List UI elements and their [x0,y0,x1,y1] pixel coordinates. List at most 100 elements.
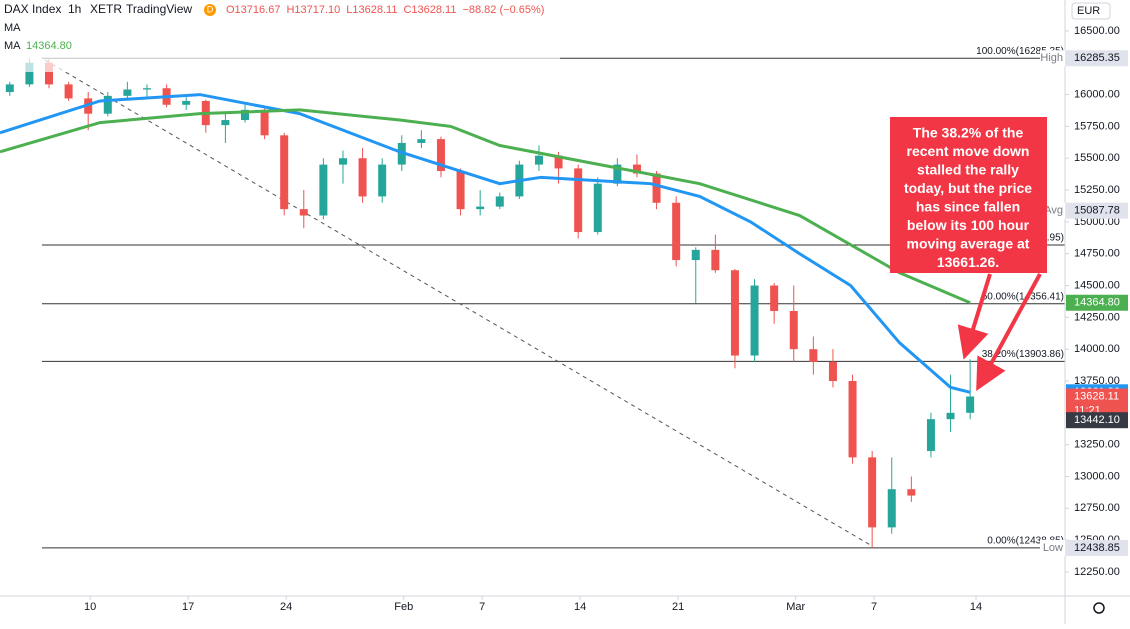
candle-body [44,62,53,85]
x-tick-label: Feb [394,601,413,613]
annotation: The 38.2% of the recent move down stalled … [904,125,1032,271]
candle-body [319,164,328,216]
price-label-box [1066,412,1128,429]
annotation-line: 13661.26. [937,254,999,270]
y-tick-label: 14000.00 [1074,343,1120,355]
ohlc-value: C13628.11 [403,4,456,16]
level-label: 0.00%(12438.85) [987,536,1064,547]
price-label-box [1066,202,1128,219]
y-tick-label: 13000.00 [1074,470,1120,482]
x-tick-label: 10 [84,601,96,613]
y-tick-label: 12250.00 [1074,566,1120,578]
candle-body [750,285,759,356]
moving-average [0,93,971,394]
candle-body [280,135,289,210]
candle-body [476,206,485,210]
ma-label: MA [4,22,21,34]
source: TradingView [126,2,192,16]
candle-body [456,170,465,210]
candle-body [809,349,818,362]
price-label: 13628.11 [1074,390,1119,402]
price-label: 15087.78 [1074,205,1120,217]
candle-body [789,310,798,350]
y-tick-label: 12750.00 [1074,502,1120,514]
candle-body [417,139,426,143]
candle-body [868,457,877,528]
x-tick-label: 7 [871,601,877,613]
legend-bg [0,0,560,72]
candle-body [691,249,700,261]
plot [0,58,975,548]
candle-body [887,489,896,528]
candle-body [574,168,583,233]
currency-button[interactable] [1071,2,1111,20]
y-tick-label: 13750.00 [1074,375,1120,387]
candle-body [613,164,622,184]
exchange: XETR [90,2,122,16]
axes: 12250.0012500.0012750.0013000.0013250.00… [84,25,1128,613]
candle-body [221,120,230,126]
y-tick-label: 15250.00 [1074,184,1120,196]
trend-line [44,59,873,547]
x-tick-label: 14 [970,601,982,613]
candle-body [672,202,681,261]
price-label: 12438.85 [1074,542,1120,554]
ohlc-value: H13717.10 [286,4,340,16]
currency: EUR [1077,5,1100,17]
y-tick-label: 14500.00 [1074,279,1120,291]
arrow [957,273,992,360]
ma-label: MA [4,40,21,52]
candle-body [554,155,563,169]
x-tick-label: Mar [786,601,805,613]
settings-icon[interactable] [1093,602,1105,614]
candle-body [25,62,34,85]
y-tick-label: 15750.00 [1074,120,1120,132]
candle-body [848,380,857,458]
price-tag: Low [1043,542,1063,554]
candle-body [123,89,132,96]
y-tick-label: 15500.00 [1074,152,1120,164]
candle-body [907,489,916,496]
symbol: DAX Index [4,2,61,16]
x-tick-label: 24 [280,601,292,613]
x-tick-label: 17 [182,601,194,613]
price-label-box [1066,539,1128,556]
candle-body [926,419,935,452]
candle-body [495,196,504,207]
candle-body [103,95,112,114]
annotation-line: stalled the rally [917,162,1019,178]
price-label-box [1066,50,1128,67]
annotation-line: recent move down [907,143,1030,159]
candle-body [534,155,543,165]
ohlc-value: O13716.67 [226,4,280,16]
y-tick-label: 14750.00 [1074,248,1120,260]
y-tick-label: 13250.00 [1074,439,1120,451]
y-tick-label: 14250.00 [1074,311,1120,323]
interval: 1h [68,2,81,16]
ohlc: O13716.67 H13717.10 L13628.11 C13628.11 −88.… [226,4,544,16]
price-tag-box [1040,50,1065,67]
y-tick-label: 16000.00 [1074,88,1120,100]
x-tick-label: 14 [574,601,586,613]
price-label: 13442.10 [1074,414,1120,426]
price-tag: Avg [1044,205,1063,217]
candle-body [299,209,308,216]
ohlc-value: L13628.11 [346,4,397,16]
moving-average [0,108,971,305]
candle-body [593,183,602,233]
candle-body [64,84,73,99]
badge: D [207,4,214,14]
price-label: 14364.80 [1074,297,1120,309]
price-label-box [1066,294,1128,311]
price-tag: High [1040,52,1063,64]
candle-body [632,164,641,174]
candle-body [946,412,955,420]
annotation-line: The 38.2% of the [913,125,1024,141]
level-label: 38.20%(13903.86) [982,349,1064,360]
candle-body [260,109,269,136]
ma-value: 14364.80 [26,40,72,52]
level-label: 100.00%(16285.35) [976,46,1064,57]
candle-body [358,158,367,197]
level-label: 50.00%(14356.41) [982,291,1064,302]
candle-body [5,84,14,93]
